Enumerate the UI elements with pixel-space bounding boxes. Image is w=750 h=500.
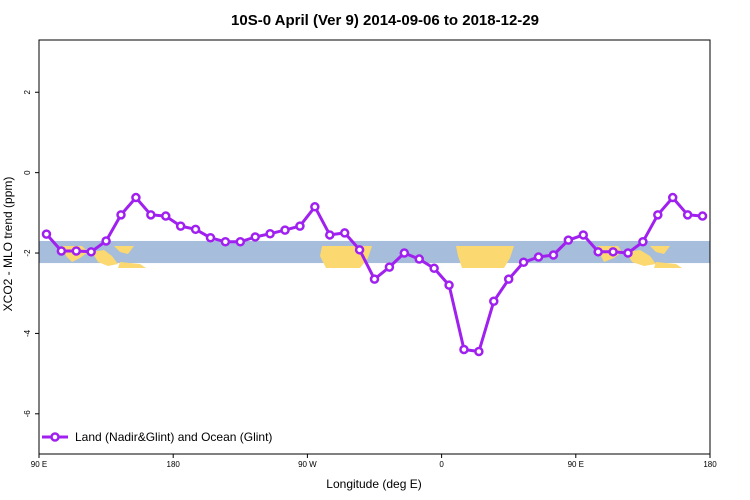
data-point xyxy=(653,210,663,220)
data-point xyxy=(220,237,231,247)
data-point xyxy=(280,225,290,235)
data-point xyxy=(265,228,275,239)
data-point xyxy=(608,247,618,257)
data-point xyxy=(295,221,305,231)
data-point xyxy=(235,237,246,247)
x-axis: 90 E 180 90 W 0 90 E 180 xyxy=(31,454,717,469)
x-tick-label: 180 xyxy=(167,460,181,469)
data-point xyxy=(623,248,633,258)
data-point xyxy=(160,211,171,221)
data-point xyxy=(146,210,156,220)
land-shape xyxy=(626,250,656,266)
data-point xyxy=(205,233,216,243)
data-point xyxy=(339,228,350,238)
data-point xyxy=(489,296,499,307)
data-point xyxy=(563,235,574,245)
land-shape xyxy=(456,246,514,268)
land-shape xyxy=(118,262,146,268)
legend: Land (Nadir&Glint) and Ocean (Glint) xyxy=(42,430,272,444)
data-point xyxy=(459,344,469,355)
data-point xyxy=(384,262,395,272)
data-point xyxy=(414,254,424,264)
land-shape xyxy=(92,250,118,266)
data-point xyxy=(41,229,52,239)
data-point xyxy=(667,192,678,203)
data-point xyxy=(533,252,544,262)
data-point xyxy=(638,237,648,247)
y-tick-label: 0 xyxy=(23,170,32,175)
data-point xyxy=(86,247,96,257)
data-point xyxy=(131,192,141,203)
land-shape xyxy=(650,246,670,254)
legend-label: Land (Nadir&Glint) and Ocean (Glint) xyxy=(75,430,272,444)
y-tick-label: -4 xyxy=(23,329,32,337)
data-point xyxy=(548,250,559,260)
x-tick-label: 180 xyxy=(703,460,717,469)
plot-frame xyxy=(38,39,711,455)
data-point xyxy=(474,346,484,357)
data-point xyxy=(56,246,67,256)
x-tick-label: 0 xyxy=(439,460,444,469)
data-point xyxy=(682,210,693,220)
land-shape xyxy=(114,246,134,254)
y-tick-label: -2 xyxy=(23,249,32,257)
data-point xyxy=(697,211,708,221)
data-point xyxy=(429,263,439,274)
y-tick-label: 2 xyxy=(23,89,32,94)
y-axis-label: XCO2 - MLO trend (ppm) xyxy=(1,177,15,312)
data-point xyxy=(593,247,603,257)
data-point xyxy=(354,245,365,255)
x-axis-label: Longitude (deg E) xyxy=(326,477,421,491)
data-point xyxy=(175,221,186,231)
data-point xyxy=(310,202,320,212)
x-tick-label: 90 W xyxy=(298,460,317,469)
x-tick-label: 90 E xyxy=(568,460,584,469)
data-point xyxy=(71,246,82,256)
data-point xyxy=(369,274,380,284)
data-point xyxy=(399,248,410,258)
data-point xyxy=(101,236,111,246)
data-point xyxy=(578,230,589,240)
data-point xyxy=(518,257,529,268)
series-layer xyxy=(41,192,708,357)
y-axis: 2 0 -2 -4 -6 xyxy=(23,89,39,417)
data-point xyxy=(250,232,260,242)
legend-marker xyxy=(50,432,60,442)
x-tick-label: 90 E xyxy=(31,460,47,469)
data-point xyxy=(325,230,335,240)
data-point xyxy=(444,280,454,290)
chart-title: 10S-0 April (Ver 9) 2014-09-06 to 2018-1… xyxy=(231,12,539,29)
land-shape xyxy=(654,262,682,268)
y-tick-label: -6 xyxy=(23,410,32,418)
data-point xyxy=(503,274,514,284)
data-point xyxy=(116,210,126,220)
data-point xyxy=(190,224,201,235)
